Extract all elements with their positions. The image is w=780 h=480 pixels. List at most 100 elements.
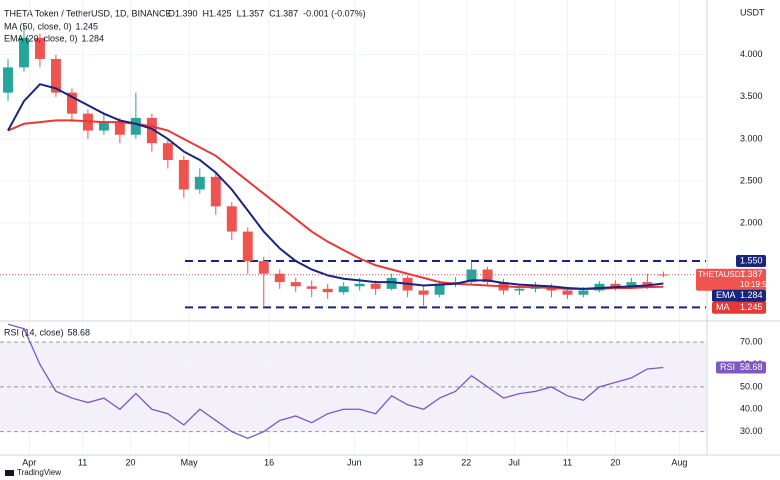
- candle: [210, 172, 221, 215]
- ohlc-stat: O1.390: [168, 8, 198, 18]
- countdown: 10:19:57: [740, 280, 772, 289]
- candle: [418, 286, 429, 306]
- candle-body: [194, 176, 205, 190]
- candle: [434, 280, 445, 298]
- candle-body: [146, 117, 157, 144]
- currency-label: USDT: [740, 7, 765, 17]
- x-tick-label: Aug: [671, 457, 687, 467]
- x-tick-label: 11: [563, 457, 572, 467]
- candle: [66, 88, 77, 123]
- candle-body: [642, 282, 653, 285]
- legend-label: EMA (20, close, 0): [4, 33, 78, 43]
- ohlc-stat: C1.387: [269, 8, 298, 18]
- candle: [194, 168, 205, 194]
- symbol-tag: THETAUSDT: [698, 270, 746, 279]
- rsi-legend-value: 58.68: [68, 327, 91, 337]
- y-tick-label: 3.000: [740, 133, 763, 143]
- indicator-tag: [712, 289, 766, 302]
- indicator-value: 1.245: [740, 302, 763, 312]
- candle-body: [130, 117, 141, 135]
- candle: [290, 277, 301, 293]
- candle: [3, 58, 13, 102]
- candle-body: [610, 283, 621, 287]
- brand: TradingView: [17, 468, 61, 477]
- candle-body: [306, 286, 317, 289]
- y-tick-label: 2.500: [740, 175, 763, 185]
- candle-body: [274, 273, 285, 283]
- candle-body: [35, 37, 45, 59]
- candle-body: [50, 58, 61, 93]
- candle-body: [19, 37, 29, 68]
- legend-value: 1.284: [82, 33, 105, 43]
- candle-body: [370, 283, 381, 289]
- indicator-line: [7, 119, 664, 290]
- candle: [35, 33, 45, 68]
- level-tag: [736, 255, 766, 268]
- candle-body: [418, 290, 429, 295]
- candle: [146, 113, 157, 152]
- candle: [98, 113, 109, 135]
- candle: [50, 54, 61, 97]
- legend-value: 1.245: [76, 21, 99, 31]
- price-value: 1.387: [740, 269, 763, 279]
- candle-body: [578, 290, 589, 295]
- tv-logo: TradingView: [5, 468, 61, 477]
- candle: [178, 155, 189, 198]
- indicator-value: 1.284: [740, 290, 763, 300]
- candle-body: [434, 283, 445, 295]
- candle-body: [210, 176, 221, 207]
- candle: [162, 138, 173, 169]
- y-tick-label: 30.00: [740, 426, 763, 436]
- rsi-name: RSI: [720, 362, 735, 372]
- x-tick-label: Jun: [347, 457, 362, 467]
- ohlc-stat: H1.425: [203, 8, 232, 18]
- candle: [274, 269, 285, 289]
- y-tick-label: 4.000: [740, 49, 763, 59]
- candle-body: [354, 283, 365, 287]
- candle-body: [162, 143, 173, 160]
- x-tick-label: 11: [78, 457, 87, 467]
- indicator-line: [7, 83, 664, 290]
- x-tick-label: 16: [264, 457, 274, 467]
- candle: [226, 202, 237, 240]
- candle-body: [386, 277, 397, 289]
- chart-title: THETA Token / TetherUSD, 1D, BINANCE: [4, 8, 172, 18]
- x-tick-label: 20: [126, 457, 136, 467]
- candle-body: [562, 290, 573, 295]
- indicator-name: MA: [716, 302, 730, 312]
- rsi-value: 58.68: [740, 362, 763, 372]
- candle: [130, 92, 141, 139]
- y-tick-label: 3.500: [740, 91, 763, 101]
- level-label: 1.550: [740, 255, 763, 265]
- candle-body: [66, 92, 77, 114]
- candle-body: [322, 288, 333, 293]
- legend-label: MA (50, close, 0): [4, 21, 72, 31]
- ohlc-stat: -0.001 (-0.07%): [303, 8, 366, 18]
- rsi-line: [7, 323, 664, 440]
- candle: [19, 25, 29, 72]
- candle-body: [482, 269, 493, 283]
- candle-body: [114, 122, 125, 135]
- candle: [338, 282, 349, 295]
- indicator-tag: [712, 301, 766, 314]
- candle-body: [98, 122, 109, 131]
- y-tick-label: 50.00: [740, 381, 763, 391]
- y-tick-label: 70.00: [740, 337, 763, 347]
- candle-body: [626, 282, 637, 287]
- candle-body: [466, 269, 477, 283]
- candle: [482, 266, 493, 287]
- candle-body: [514, 288, 525, 291]
- rsi-legend: RSI (14, close): [4, 327, 64, 337]
- candle-body: [226, 206, 237, 232]
- x-tick-label: 22: [461, 457, 471, 467]
- candle-body: [178, 160, 189, 190]
- x-tick-label: Jul: [508, 457, 520, 467]
- x-tick-label: 20: [610, 457, 620, 467]
- y-tick-label: 2.000: [740, 218, 763, 228]
- candle-body: [338, 286, 349, 293]
- candle: [322, 283, 333, 299]
- candle-body: [3, 67, 13, 93]
- price-tag: [696, 268, 766, 291]
- y-tick-label: 40.00: [740, 404, 763, 414]
